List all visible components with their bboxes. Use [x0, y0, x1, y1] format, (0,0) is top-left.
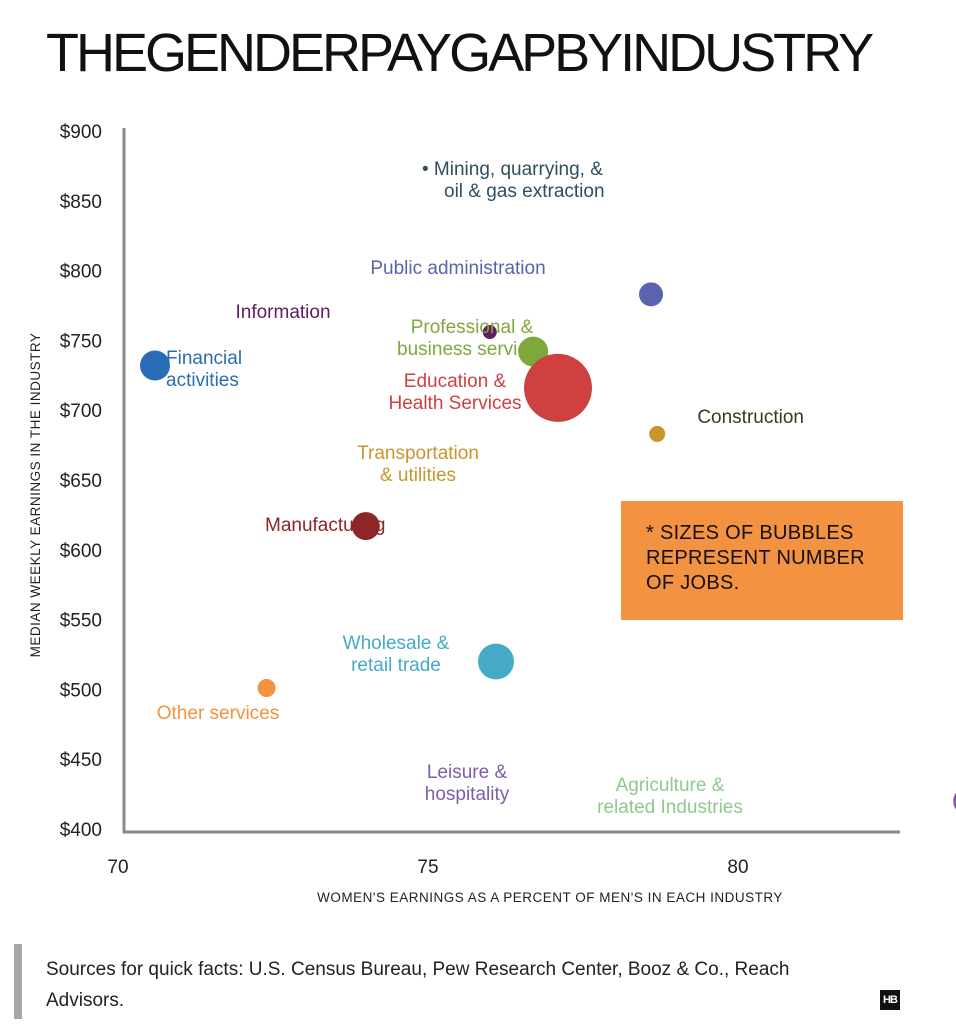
x-axis-label: WOMEN'S EARNINGS AS A PERCENT OF MEN'S I… [317, 890, 783, 905]
data-point: Wholesale & retail trade [343, 633, 514, 680]
y-tick-label: $500 [60, 680, 102, 701]
point-label: Professional & business services [397, 317, 547, 360]
point-label-line: • Mining, quarrying, & [422, 159, 603, 180]
y-tick-label: $850 [60, 192, 102, 213]
y-tick-label: $600 [60, 541, 102, 562]
point-label: • Mining, quarrying, & oil & gas extracti… [422, 159, 605, 202]
point-label-line: Leisure & [427, 762, 508, 783]
point-label-line: oil & gas extraction [444, 181, 605, 202]
scatter-chart: $400 $450 $500 $550 $600 $650 $700 $750 $800 $850… [28, 122, 956, 905]
point-label-line: activities [166, 370, 239, 391]
bubble [351, 512, 380, 541]
data-point: Construction [697, 407, 804, 428]
y-tick-label: $800 [60, 262, 102, 283]
point-label-line: Wholesale & [343, 633, 450, 654]
chart-title: THEGENDERPAYGAPBYINDUSTRY [46, 23, 874, 83]
point-label-line: Financial [166, 348, 242, 369]
y-tick-label: $400 [60, 820, 102, 841]
point-label: Agriculture & related Industries [597, 775, 743, 818]
point-label-line: Transportation [357, 443, 479, 464]
bubble-size-note: * SIZES OF BUBBLES REPRESENT NUMBER OF J… [621, 501, 903, 620]
y-tick-label: $550 [60, 611, 102, 632]
y-tick-label: $900 [60, 122, 102, 143]
point-label-line: related Industries [597, 797, 743, 818]
data-point: • Mining, quarrying, & oil & gas extracti… [422, 159, 605, 202]
y-axis-label: MEDIAN WEEKLY EARNINGS IN THE INDUSTRY [28, 333, 43, 658]
point-label-line: Professional & [411, 317, 534, 338]
point-label: Manufacturing [265, 515, 385, 536]
bubble [140, 350, 170, 381]
data-point: Agriculture & related Industries [597, 775, 743, 818]
point-label: Transportation & utilities [357, 443, 479, 486]
bubble [478, 643, 514, 680]
bubble [257, 679, 276, 698]
data-point: Professional & business services [397, 317, 549, 367]
y-tick-label: $750 [60, 331, 102, 352]
data-point: Other services [157, 679, 279, 724]
y-tick-label: $650 [60, 471, 102, 492]
point-label-line: hospitality [425, 784, 510, 805]
point-label-line: Manufacturing [265, 515, 385, 536]
point-label-line: & utilities [380, 465, 456, 486]
source-text: Sources for quick facts: U.S. Census Bur… [46, 959, 790, 1011]
point-label: Education & Health Services [388, 371, 521, 414]
source-accent-bar [14, 944, 22, 1019]
point-label-line: Information [235, 302, 330, 323]
bubble [649, 425, 666, 442]
data-point: Leisure & hospitality [425, 762, 956, 810]
point-label-line: Construction [697, 407, 804, 428]
data-point: Financial activities [140, 348, 242, 391]
point-label-line: Health Services [388, 393, 521, 414]
y-tick-label: $450 [60, 750, 102, 771]
point-label-line: business services [397, 339, 547, 360]
data-point: Information [235, 302, 497, 340]
x-tick-label: 80 [727, 857, 748, 878]
point-label-line: Other services [157, 703, 279, 724]
point-label-line: Education & [404, 371, 507, 392]
data-point: Education & Health Services [388, 353, 592, 422]
bubble [639, 282, 663, 307]
bubble [524, 353, 592, 422]
bubble [482, 325, 497, 340]
data-point: Public administration [370, 258, 663, 307]
point-label: Information [235, 302, 330, 323]
y-tick-label: $700 [60, 401, 102, 422]
point-label: Wholesale & retail trade [343, 633, 450, 676]
x-tick-label: 70 [107, 857, 128, 878]
data-point: Transportation & utilities [357, 425, 666, 486]
publisher-logo: HB [880, 990, 900, 1010]
point-label-line: retail trade [351, 655, 441, 676]
point-label: Financial activities [166, 348, 242, 391]
point-label: Other services [157, 703, 279, 724]
bubble [953, 792, 956, 810]
data-point: Manufacturing [265, 512, 385, 541]
point-label: Public administration [370, 258, 545, 279]
point-label: Leisure & hospitality [425, 762, 510, 805]
point-label-line: Public administration [370, 258, 545, 279]
point-label-line: Agriculture & [616, 775, 725, 796]
x-tick-label: 75 [417, 857, 438, 878]
point-label: Construction [697, 407, 804, 428]
